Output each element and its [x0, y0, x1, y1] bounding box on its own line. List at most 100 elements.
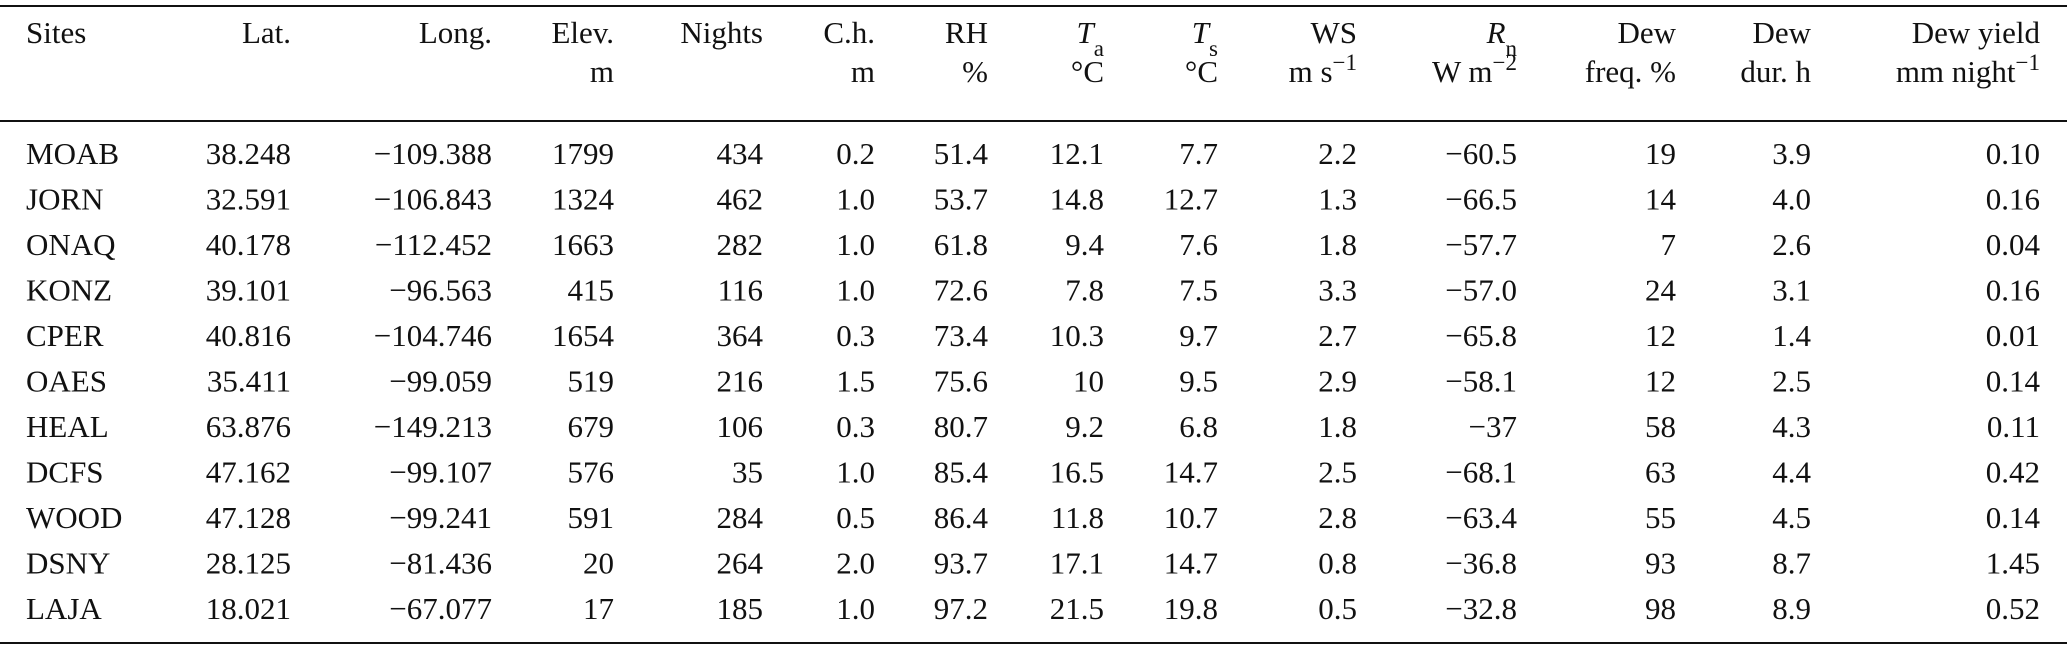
table-cell: 462 [717, 182, 764, 217]
header-cell: mm night−1 [1896, 50, 2040, 90]
header-text: % [962, 54, 988, 89]
table-cell: 1324 [552, 182, 615, 217]
table-cell: 0.11 [1987, 409, 2040, 444]
table-cell: −37 [1469, 409, 1517, 444]
table-cell: 93.7 [934, 546, 988, 581]
table-cell: 2.0 [836, 546, 875, 581]
table-cell: 7.7 [1179, 136, 1218, 171]
table-cell: −67.077 [389, 591, 492, 626]
table-cell: −68.1 [1445, 455, 1517, 490]
table-cell: 1.8 [1318, 409, 1357, 444]
table-cell: −96.563 [389, 273, 492, 308]
table-cell: 9.4 [1065, 227, 1104, 262]
table-cell: 51.4 [934, 136, 989, 171]
table-cell: 2.6 [1772, 227, 1811, 262]
table-cell: 14.7 [1164, 455, 1218, 490]
header-text: RH [945, 15, 988, 50]
table-cell: 0.3 [836, 318, 875, 353]
table-cell: DCFS [26, 455, 104, 490]
header-cell: Nights [680, 15, 763, 50]
table-cell: 12 [1645, 364, 1676, 399]
table-cell: 21.5 [1050, 591, 1104, 626]
header-text: Nights [680, 15, 763, 50]
table-cell: 14.7 [1164, 546, 1218, 581]
table-cell: 11.8 [1051, 500, 1104, 535]
header-cell: Rn [1486, 15, 1518, 61]
header-cell: m s−1 [1289, 50, 1357, 90]
table-cell: 0.5 [836, 500, 875, 535]
table-cell: 17.1 [1050, 546, 1104, 581]
header-text: WS [1311, 15, 1358, 50]
header-text: a [1094, 36, 1104, 61]
table-cell: 72.6 [934, 273, 988, 308]
table-cell: JORN [26, 182, 104, 217]
table-cell: 0.14 [1986, 500, 2041, 535]
table-cell: 8.9 [1772, 591, 1811, 626]
table-cell: 1.0 [836, 182, 875, 217]
header-text: −1 [2016, 50, 2040, 75]
table-cell: ONAQ [26, 227, 116, 262]
table-cell: 0.42 [1986, 455, 2040, 490]
table-cell: 32.591 [206, 182, 291, 217]
table-cell: 85.4 [934, 455, 989, 490]
table-cell: 93 [1645, 546, 1676, 581]
table-cell: 10.7 [1164, 500, 1218, 535]
header-cell: Sites [26, 15, 86, 50]
table-cell: 80.7 [934, 409, 988, 444]
header-cell: C.h. [823, 15, 875, 50]
table-cell: 98 [1645, 591, 1676, 626]
table-cell: 7 [1661, 227, 1677, 262]
header-cell: dur. h [1740, 54, 1811, 89]
table-cell: 39.101 [206, 273, 291, 308]
table-cell: 0.14 [1986, 364, 2041, 399]
table-cell: −99.107 [389, 455, 492, 490]
header-text: Dew yield [1912, 15, 2041, 50]
table-cell: 3.1 [1772, 273, 1811, 308]
table-cell: 0.01 [1986, 318, 2040, 353]
table-cell: 2.2 [1318, 136, 1357, 171]
table-cell: −60.5 [1445, 136, 1517, 171]
table-cell: CPER [26, 318, 104, 353]
table-cell: 1.8 [1318, 227, 1357, 262]
table-cell: −57.7 [1445, 227, 1517, 262]
table-cell: −104.746 [374, 318, 492, 353]
table-cell: 0.10 [1986, 136, 2040, 171]
table-cell: 61.8 [934, 227, 988, 262]
table-cell: 86.4 [934, 500, 989, 535]
header-text: T [1192, 15, 1212, 50]
table-cell: 12.7 [1164, 182, 1218, 217]
table-cell: HEAL [26, 409, 109, 444]
header-text: Sites [26, 15, 86, 50]
table-cell: 10 [1073, 364, 1104, 399]
table-cell: 7.6 [1179, 227, 1218, 262]
table-cell: 0.3 [836, 409, 875, 444]
table-cell: 35.411 [207, 364, 291, 399]
header-cell: m [851, 54, 875, 89]
table-cell: −58.1 [1445, 364, 1517, 399]
table-cell: 18.021 [206, 591, 291, 626]
table-cell: 24 [1645, 273, 1677, 308]
header-text: m [590, 54, 614, 89]
table-cell: 364 [717, 318, 764, 353]
table-cell: 14.8 [1050, 182, 1104, 217]
header-text: n [1506, 36, 1518, 61]
table-cell: 1.3 [1318, 182, 1357, 217]
table-cell: 47.128 [206, 500, 291, 535]
table-cell: −109.388 [374, 136, 492, 171]
table-cell: −81.436 [389, 546, 492, 581]
header-cell: WS [1311, 15, 1358, 50]
table-cell: 1.5 [836, 364, 875, 399]
header-cell: Lat. [242, 15, 291, 50]
table-cell: 28.125 [206, 546, 291, 581]
table-cell: 12 [1645, 318, 1676, 353]
header-text: −1 [1333, 50, 1357, 75]
table-cell: 97.2 [934, 591, 988, 626]
table-cell: 7.5 [1179, 273, 1218, 308]
header-text: R [1486, 15, 1506, 50]
table-cell: 0.2 [836, 136, 875, 171]
table-cell: 1.0 [836, 227, 875, 262]
table-cell: 434 [717, 136, 764, 171]
table-cell: 10.3 [1050, 318, 1104, 353]
table-cell: WOOD [26, 500, 122, 535]
table-cell: 55 [1645, 500, 1676, 535]
